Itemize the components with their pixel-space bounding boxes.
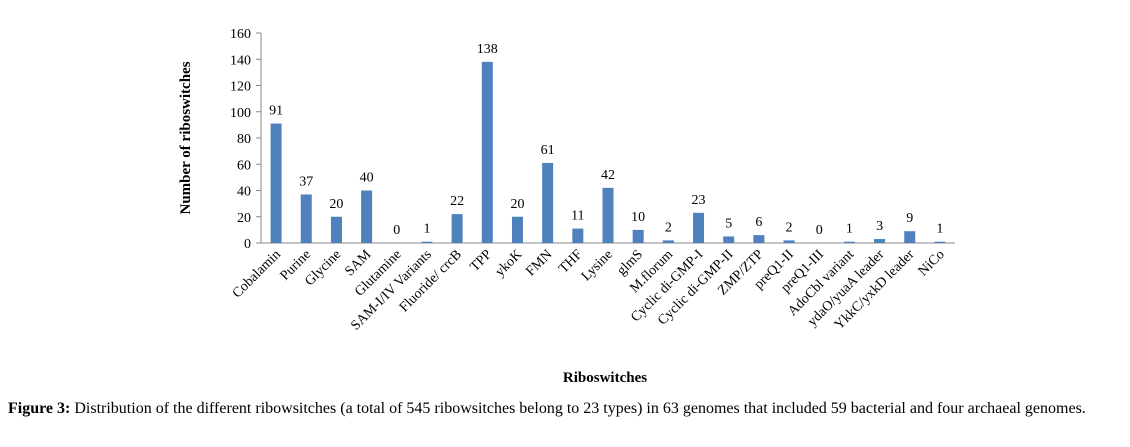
value-label: 40 (360, 171, 374, 186)
caption-text: Distribution of the different ribowsitch… (74, 400, 1086, 417)
value-label: 42 (601, 168, 615, 183)
value-label: 23 (692, 193, 706, 208)
x-tick-label: Cobalamin (230, 247, 284, 301)
value-label: 2 (786, 220, 793, 235)
bar (572, 228, 584, 243)
bar (451, 214, 463, 243)
value-label: 20 (329, 197, 343, 212)
bar (662, 240, 674, 243)
bar (330, 216, 342, 243)
value-label: 6 (755, 215, 762, 230)
value-label: 37 (299, 174, 313, 189)
bar (904, 231, 916, 243)
y-tick-label: 120 (230, 80, 251, 95)
x-axis-title: Riboswitches (563, 370, 647, 386)
value-label: 1 (423, 222, 430, 237)
value-label: 3 (876, 219, 883, 234)
y-tick-label: 40 (237, 185, 251, 200)
y-tick-label: 0 (244, 237, 251, 252)
y-tick-label: 80 (237, 132, 251, 147)
bar (632, 229, 644, 243)
bar (300, 194, 312, 243)
bar (602, 187, 614, 243)
bar (693, 212, 705, 243)
bar (723, 236, 735, 243)
bar (542, 162, 554, 243)
caption-label: Figure 3: (8, 400, 71, 417)
bar (511, 216, 523, 243)
bar (270, 123, 282, 243)
value-label: 5 (725, 216, 732, 231)
value-label: 1 (846, 222, 853, 237)
bar (874, 239, 886, 243)
value-label: 11 (571, 209, 584, 224)
value-label: 1 (936, 222, 943, 237)
value-label: 91 (269, 104, 283, 119)
value-label: 9 (906, 211, 913, 226)
value-label: 61 (541, 143, 555, 158)
value-label: 2 (665, 220, 672, 235)
x-tick-label: ykoK (493, 247, 526, 280)
x-tick-label: TPP (467, 247, 495, 275)
value-label: 138 (477, 42, 498, 57)
bar (934, 241, 946, 243)
bar (361, 190, 373, 243)
bar (421, 241, 433, 243)
y-tick-label: 140 (230, 53, 251, 68)
value-label: 22 (450, 194, 464, 209)
y-tick-label: 100 (230, 106, 251, 121)
caption: Figure 3: Distribution of the different … (8, 397, 1123, 420)
y-axis-title: Number of riboswitches (178, 61, 194, 214)
y-tick-label: 60 (237, 158, 251, 173)
x-tick-label: FMN (523, 247, 555, 279)
x-tick-label: NiCo (916, 247, 948, 279)
value-label: 0 (393, 223, 400, 238)
y-tick-label: 160 (230, 27, 251, 42)
value-label: 0 (816, 223, 823, 238)
bar (753, 235, 765, 243)
bar (843, 241, 855, 243)
x-tick-label: Lysine (579, 247, 616, 284)
chart: Number of riboswitches Riboswitches 0204… (178, 27, 955, 386)
value-label: 20 (510, 197, 524, 212)
bar (783, 240, 795, 243)
bar (481, 61, 493, 243)
y-tick-label: 20 (237, 211, 251, 226)
value-label: 10 (631, 210, 645, 225)
